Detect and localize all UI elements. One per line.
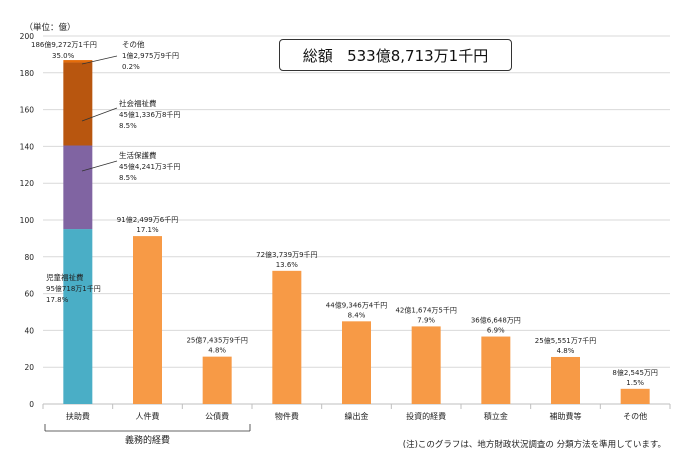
x-category-label: その他 xyxy=(623,411,647,421)
bar-3 xyxy=(202,356,232,404)
stack-segment-4 xyxy=(63,60,93,63)
stack-pct-label: 8.5% xyxy=(119,174,137,182)
y-tick-label: 180 xyxy=(20,69,35,78)
bar-8 xyxy=(551,356,580,404)
callout-line xyxy=(81,55,118,65)
y-tick-label: 60 xyxy=(24,290,34,299)
footnote: (注)このグラフは、地方財政状況調査の 分類方法を準用しています。 xyxy=(403,439,666,450)
bar-6 xyxy=(411,326,441,404)
stack-segment-3 xyxy=(63,62,93,146)
stack-name-label: 社会福祉費 xyxy=(119,98,157,108)
bar-value-label: 25億7,435万9千円 xyxy=(186,336,247,345)
total-box: 総額 533億8,713万1千円 xyxy=(279,39,512,71)
stack-name-label: 生活保護費 xyxy=(119,150,157,160)
x-category-label: 物件費 xyxy=(275,411,299,421)
y-tick-label: 160 xyxy=(20,106,35,115)
bar-2 xyxy=(133,236,162,404)
bar-value-label: 91億2,499万6千円 xyxy=(117,215,178,224)
bar-9 xyxy=(620,388,650,404)
x-category-label: 投資的経費 xyxy=(406,411,446,421)
x-category-label: 積立金 xyxy=(484,411,508,421)
bar-5 xyxy=(342,321,371,404)
bar-pct-label: 8.4% xyxy=(348,311,366,319)
bar-4 xyxy=(272,270,302,404)
bar-pct-label: 13.6% xyxy=(276,261,299,269)
x-category-label: 補助費等 xyxy=(550,411,582,421)
stack-name-label: その他 xyxy=(122,39,145,49)
callout-line xyxy=(81,107,118,122)
stack-value-label: 95億718万1千円 xyxy=(46,284,101,293)
y-tick-label: 200 xyxy=(20,32,35,41)
x-category-label: 扶助費 xyxy=(66,411,90,421)
total-label: 総額 xyxy=(302,46,333,65)
y-tick-label: 40 xyxy=(24,326,34,335)
y-tick-label: 0 xyxy=(29,400,34,409)
total-spacer xyxy=(333,46,347,64)
stack-segment-2 xyxy=(63,145,93,230)
bar-value-label: 25億5,551万7千円 xyxy=(535,336,596,345)
bar-pct-label: 1.5% xyxy=(626,379,644,387)
stack-value-label: 45億1,336万8千円 xyxy=(119,110,180,119)
bar-value-label: 42億1,674万5千円 xyxy=(395,305,456,314)
bar-pct-label: 35.0% xyxy=(52,52,75,60)
stack-name-label: 児童福祉費 xyxy=(46,272,84,282)
bar-value-label: 44億9,346万4千円 xyxy=(326,300,387,309)
bar-7 xyxy=(481,336,511,404)
y-tick-label: 140 xyxy=(20,142,35,151)
stack-value-label: 1億2,975万9千円 xyxy=(122,51,179,60)
bar-pct-label: 7.9% xyxy=(417,316,435,324)
group-label: 義務的経費 xyxy=(125,434,170,446)
bar-pct-label: 17.1% xyxy=(136,226,159,234)
callout-line xyxy=(81,160,118,172)
stack-pct-label: 17.8% xyxy=(46,296,69,304)
y-tick-label: 80 xyxy=(24,253,34,262)
y-tick-label: 120 xyxy=(20,179,35,188)
bar-pct-label: 4.8% xyxy=(208,347,226,355)
bar-value-label: 186億9,272万1千円 xyxy=(31,40,97,49)
x-category-label: 公債費 xyxy=(205,411,229,421)
total-value: 533億8,713万1千円 xyxy=(347,46,489,65)
bar-pct-label: 6.9% xyxy=(487,327,505,335)
stack-value-label: 45億4,241万3千円 xyxy=(119,162,180,171)
stack-pct-label: 0.2% xyxy=(122,63,140,71)
bar-value-label: 72億3,739万9千円 xyxy=(256,250,317,259)
bar-pct-label: 4.8% xyxy=(557,347,575,355)
bar-value-label: 36億6,648万円 xyxy=(471,316,521,325)
x-category-label: 人件費 xyxy=(136,411,160,421)
unit-label: （単位：億） xyxy=(24,22,75,33)
y-tick-label: 20 xyxy=(24,363,34,372)
stack-segment-1 xyxy=(63,229,93,404)
x-category-label: 繰出金 xyxy=(345,411,369,421)
bar-value-label: 8億2,545万円 xyxy=(612,368,658,377)
y-tick-label: 100 xyxy=(20,216,35,225)
stack-pct-label: 8.5% xyxy=(119,122,137,130)
